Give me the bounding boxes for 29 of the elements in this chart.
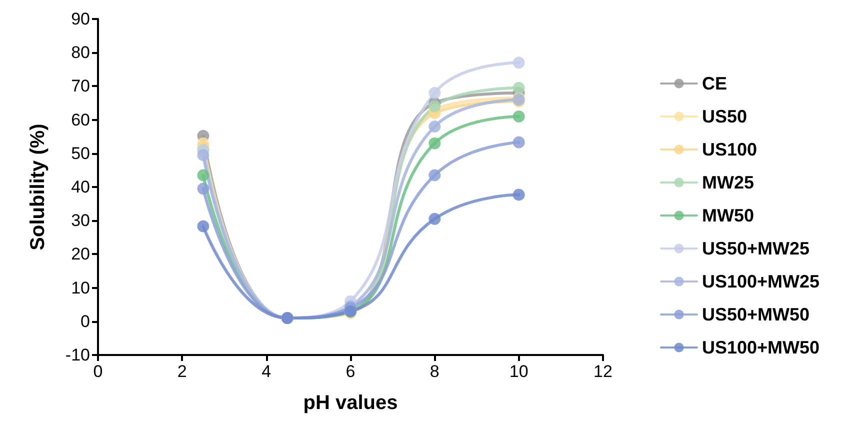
y-tick-label: 40 [71,178,90,196]
y-tick-label: 70 [71,76,90,96]
y-tick-label: 80 [71,43,90,62]
x-tick-label: 8 [430,362,440,381]
y-tick-label: 30 [71,211,90,230]
legend-label: US50+MW50 [702,304,810,324]
x-tick-label: 10 [509,362,528,381]
x-tick-label: 12 [594,362,612,381]
x-tick-label: 2 [177,362,187,381]
legend-label: MW25 [702,172,754,192]
legend-label: US100 [702,140,758,160]
x-tick-label: 0 [93,362,103,381]
x-tick-label: 6 [346,362,356,381]
y-tick-label: 50 [71,144,90,163]
legend-label: US50 [702,106,748,126]
x-axis-title: pH values [303,392,398,414]
y-tick-label: -10 [65,346,90,364]
legend-label: US100+MW25 [702,272,820,292]
legend-label: CE [702,74,728,94]
legend-label: US100+MW50 [702,338,820,358]
y-axis-title: Solubility (%) [27,124,49,250]
y-tick-label: 0 [80,312,90,331]
legend-label: US50+MW25 [702,238,810,258]
y-tick-label: 20 [71,244,90,264]
y-tick-label: 10 [71,278,90,298]
x-tick-label: 4 [262,362,272,381]
y-tick-label: 90 [71,10,90,28]
y-tick-label: 60 [71,110,90,130]
legend-label: MW50 [702,206,754,226]
